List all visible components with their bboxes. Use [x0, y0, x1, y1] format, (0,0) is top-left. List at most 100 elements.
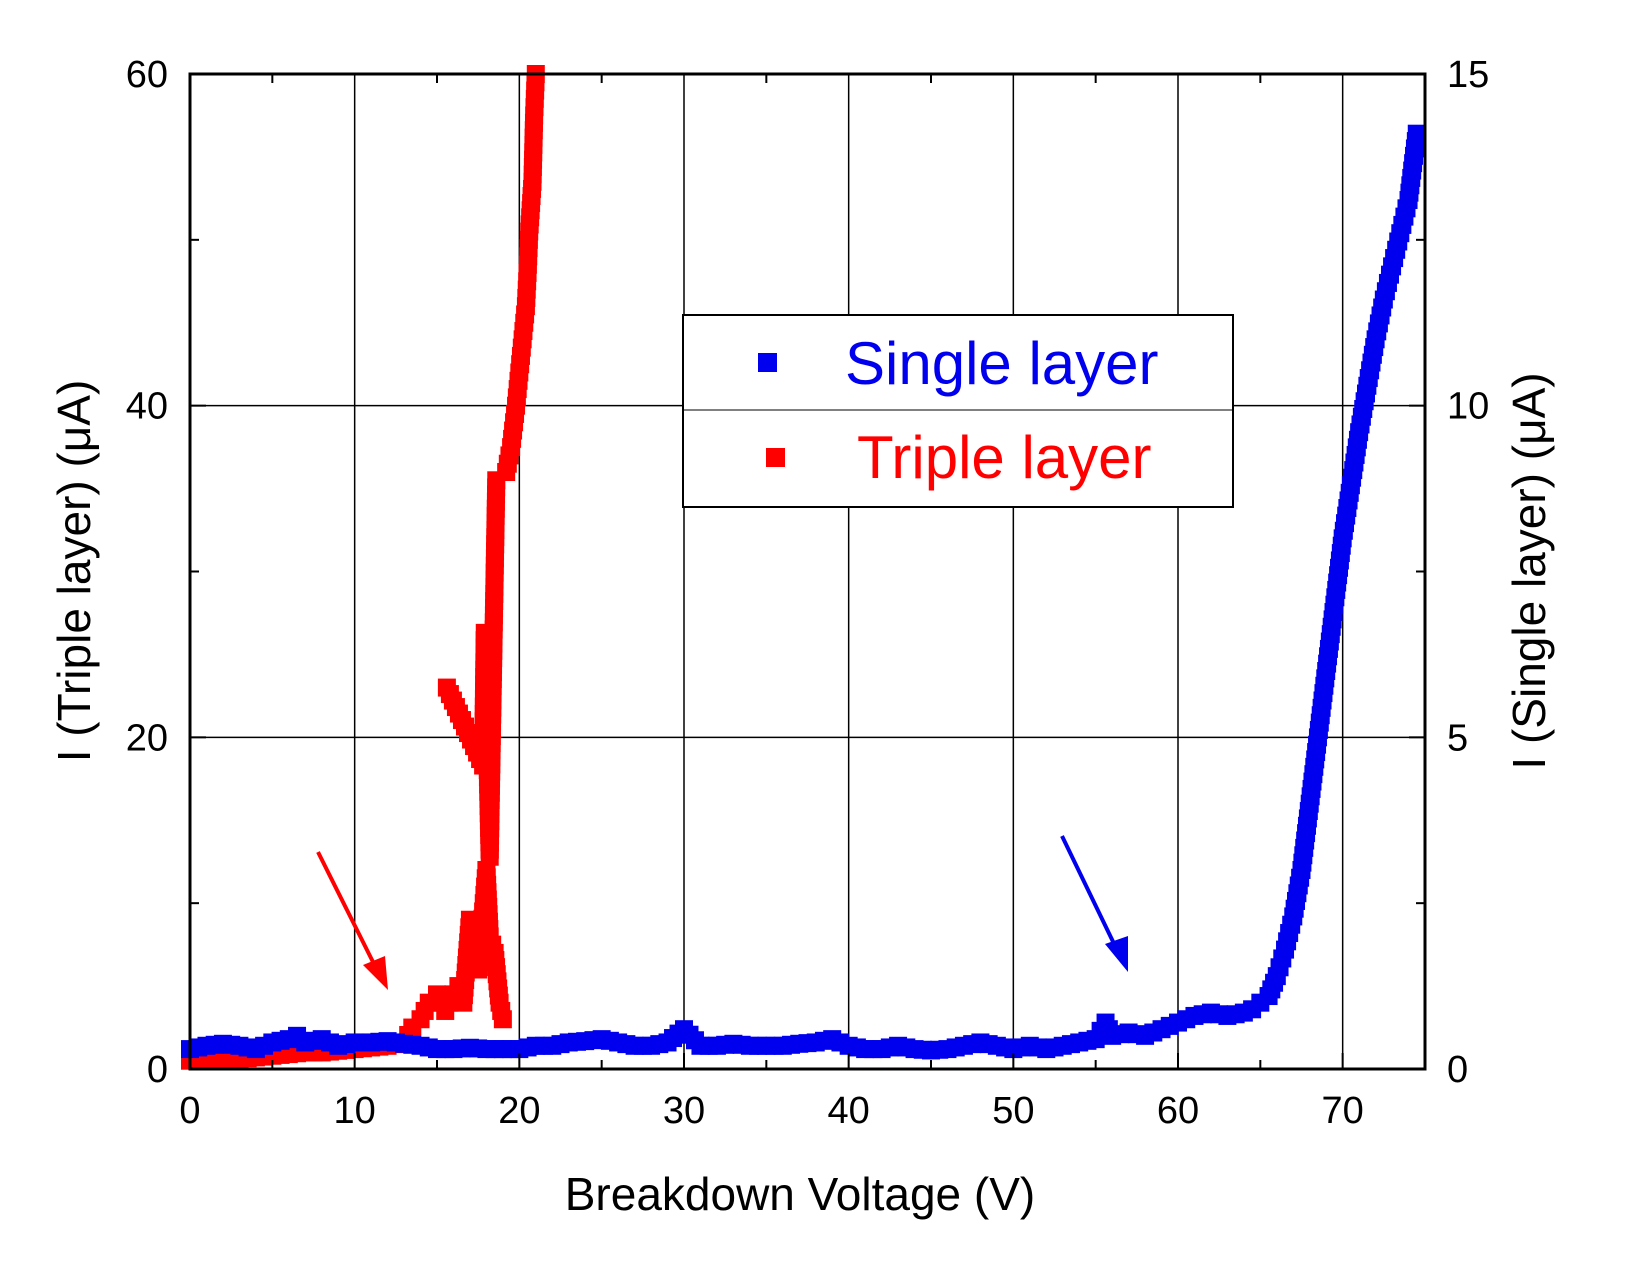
single-layer-series — [181, 124, 1426, 1060]
single-layer-trace — [996, 1038, 1015, 1057]
single-layer-trace — [189, 1038, 208, 1057]
single-layer-trace — [535, 1036, 554, 1055]
single-layer-trace — [469, 1039, 488, 1058]
y-left-tick-label: 20 — [126, 717, 168, 759]
triple-layer-trace — [492, 1001, 511, 1020]
triple-layer-trace — [523, 179, 542, 198]
x-tick-label: 0 — [179, 1090, 200, 1132]
single-layer-trace — [946, 1038, 965, 1057]
triple-layer-trace — [512, 338, 531, 357]
single-layer-trace — [1356, 384, 1375, 403]
triple-layer-trace — [500, 446, 519, 465]
single-layer-trace — [864, 1040, 883, 1059]
triple-layer-trace — [506, 404, 525, 423]
single-layer-trace — [617, 1035, 636, 1054]
red-arrow-annotation — [316, 851, 388, 990]
y-right-tick-label: 5 — [1447, 717, 1468, 759]
single-layer-trace — [1193, 1005, 1212, 1024]
single-layer-trace — [1282, 915, 1301, 934]
triple-layer-trace — [518, 272, 537, 291]
legend-marker-single — [758, 353, 777, 372]
triple-layer-trace — [509, 371, 528, 390]
triple-layer-trace — [480, 919, 499, 938]
single-layer-trace — [320, 1033, 339, 1052]
single-layer-trace — [337, 1035, 356, 1054]
single-layer-trace — [1111, 1025, 1130, 1044]
single-layer-trace — [1324, 603, 1343, 622]
triple-layer-trace — [205, 1051, 224, 1070]
x-axis-title: Breakdown Voltage (V) — [565, 1168, 1036, 1220]
single-layer-trace — [798, 1034, 817, 1053]
single-layer-trace — [567, 1032, 586, 1051]
single-layer-trace — [1381, 265, 1400, 284]
single-layer-trace — [814, 1031, 833, 1050]
triple-layer-trace — [526, 73, 545, 92]
single-layer-trace — [436, 1040, 455, 1059]
triple-layer-trace — [516, 305, 535, 324]
single-layer-trace — [222, 1035, 241, 1054]
single-layer-trace — [255, 1036, 274, 1055]
y-axis-left-title: I (Triple layer) (μA) — [48, 380, 100, 763]
single-layer-trace — [1210, 1005, 1229, 1024]
single-layer-trace — [1061, 1035, 1080, 1054]
single-layer-trace — [271, 1031, 290, 1050]
axis-ticks: 0 10 20 30 40 50 60 70 0 20 40 60 0 5 10 15 — [126, 54, 1490, 1132]
triple-layer-trace — [487, 478, 506, 497]
single-layer-trace — [1365, 338, 1384, 357]
single-layer-trace — [913, 1040, 932, 1059]
single-layer-trace — [1045, 1038, 1064, 1057]
x-tick-label: 40 — [828, 1090, 870, 1132]
single-layer-trace — [1029, 1038, 1048, 1057]
single-layer-trace — [1308, 735, 1327, 754]
single-layer-trace — [716, 1035, 735, 1054]
single-layer-trace — [485, 1040, 504, 1059]
single-layer-trace — [1340, 483, 1359, 502]
x-tick-label: 20 — [498, 1090, 540, 1132]
single-layer-trace — [897, 1038, 916, 1057]
single-layer-trace — [551, 1035, 570, 1054]
y-left-tick-label: 0 — [147, 1049, 168, 1091]
single-layer-trace — [1273, 949, 1292, 968]
single-layer-trace — [1265, 973, 1284, 992]
x-tick-label: 10 — [334, 1090, 376, 1132]
triple-layer-series — [181, 65, 545, 1070]
y-left-tick-label: 60 — [126, 54, 168, 96]
single-layer-trace — [1291, 868, 1310, 887]
single-layer-trace — [782, 1035, 801, 1054]
single-layer-trace — [1160, 1016, 1179, 1035]
y-right-tick-label: 10 — [1447, 386, 1489, 428]
single-layer-trace — [238, 1038, 257, 1057]
single-layer-trace — [1226, 1005, 1245, 1024]
y-right-tick-label: 0 — [1447, 1049, 1468, 1091]
legend-label-single: Single layer — [845, 330, 1159, 397]
single-layer-trace — [1316, 669, 1335, 688]
plot-frame — [188, 72, 1427, 1071]
single-layer-trace — [699, 1036, 718, 1055]
single-layer-trace — [353, 1033, 372, 1052]
single-layer-trace — [205, 1035, 224, 1054]
single-layer-trace — [584, 1031, 603, 1050]
single-layer-trace — [1012, 1038, 1031, 1057]
single-layer-trace — [1177, 1010, 1196, 1029]
single-layer-trace — [452, 1039, 471, 1058]
triple-layer-trace — [519, 230, 538, 249]
single-layer-trace — [650, 1035, 669, 1054]
single-layer-trace — [1397, 199, 1416, 218]
single-layer-trace — [518, 1038, 537, 1057]
blue-arrow-annotation — [1060, 835, 1128, 972]
single-layer-trace — [633, 1036, 652, 1055]
single-layer-trace — [502, 1040, 521, 1059]
single-layer-trace — [386, 1033, 405, 1052]
single-layer-trace — [732, 1035, 751, 1054]
single-layer-trace — [419, 1038, 438, 1057]
triple-layer-trace — [483, 935, 502, 954]
y-right-tick-label: 15 — [1447, 54, 1489, 96]
triple-layer-trace — [415, 1001, 434, 1020]
single-layer-trace — [403, 1035, 422, 1054]
single-layer-trace — [765, 1036, 784, 1055]
legend-label-triple: Triple layer — [857, 424, 1152, 491]
y-left-tick-label: 40 — [126, 386, 168, 428]
legend-marker-triple — [766, 448, 785, 467]
single-layer-trace — [1332, 536, 1351, 555]
